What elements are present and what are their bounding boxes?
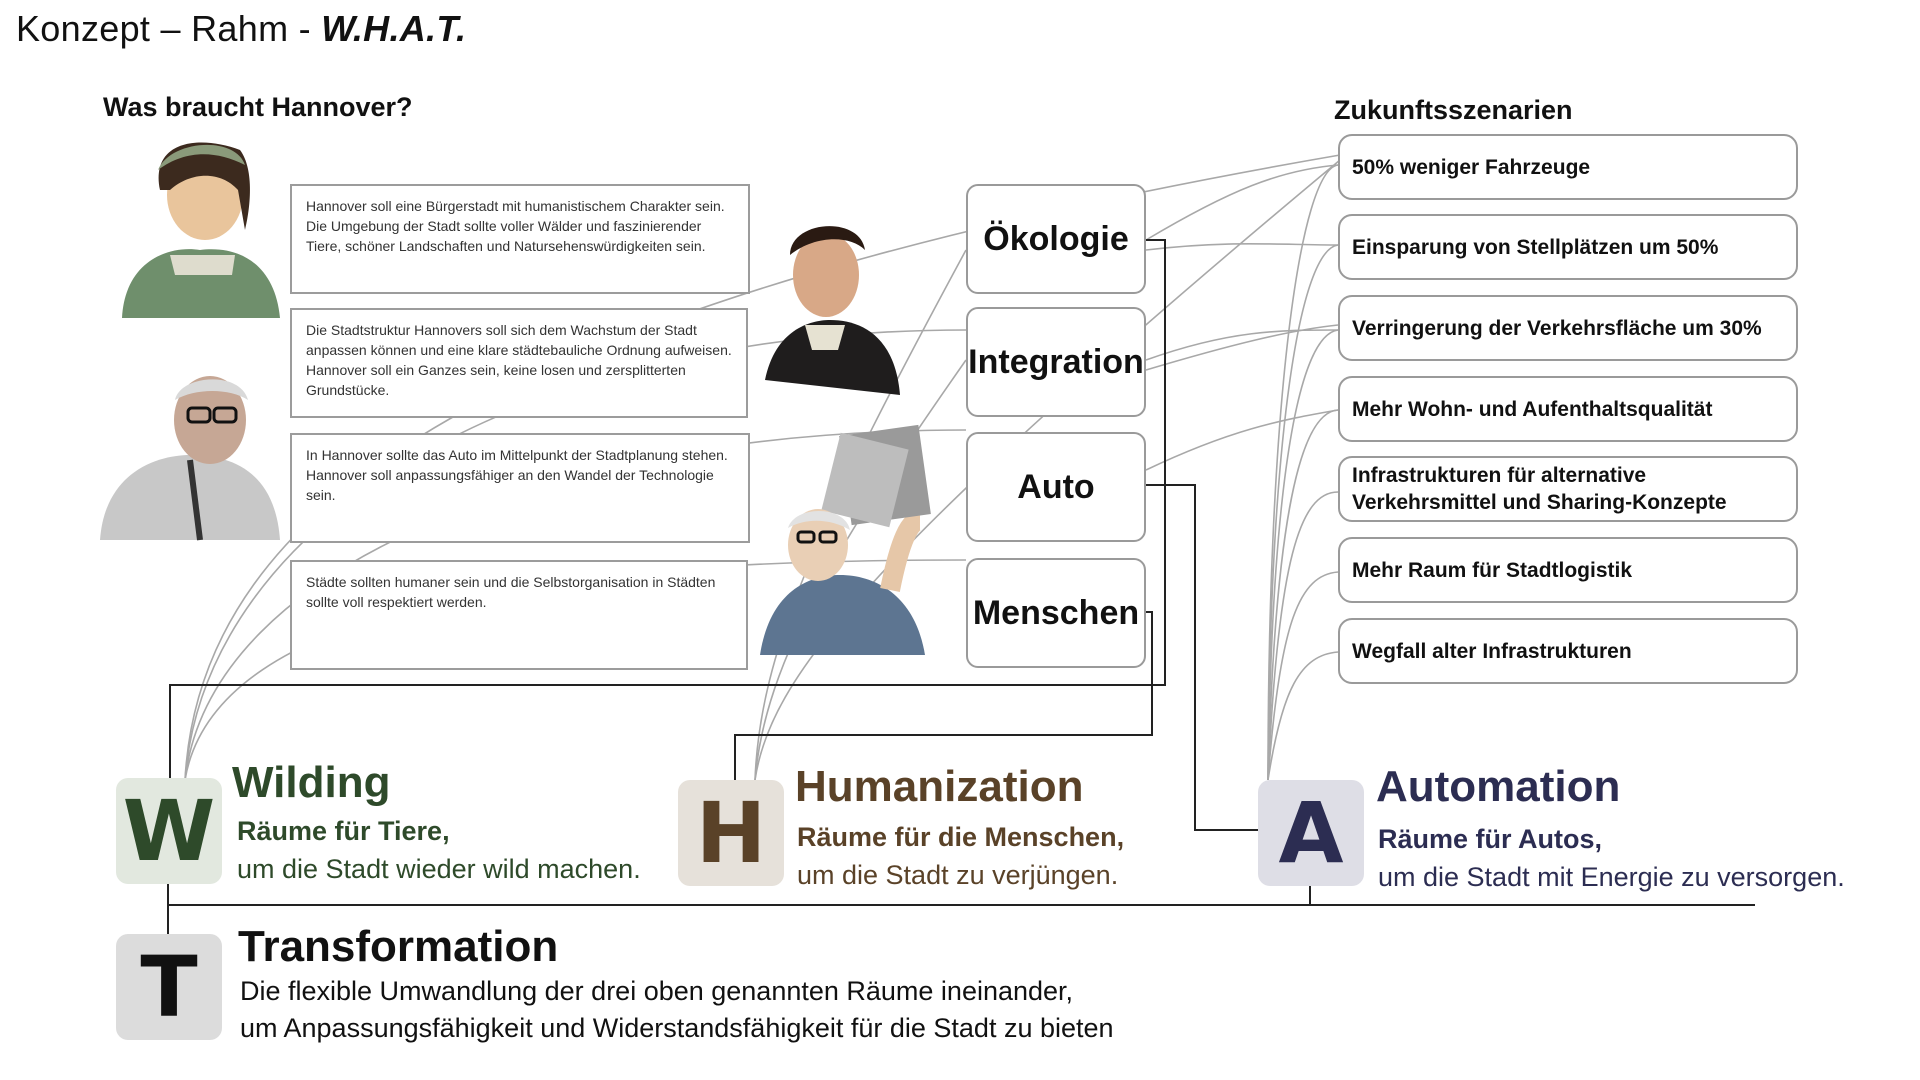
humanization-title: Humanization — [795, 762, 1084, 811]
category-menschen: Menschen — [966, 558, 1146, 668]
portrait-gentleman — [765, 226, 900, 395]
transformation-description-2: um Anpassungsfähigkeit und Widerstandsfä… — [240, 1013, 1114, 1043]
scenario-1: 50% weniger Fahrzeuge — [1338, 134, 1798, 200]
category-auto: Auto — [966, 432, 1146, 542]
scenario-4: Mehr Wohn- und Aufenthaltsqualität — [1338, 376, 1798, 442]
wilding-title: Wilding — [232, 758, 391, 807]
quote-box-3: In Hannover sollte das Auto im Mittelpun… — [290, 433, 750, 543]
automation-letter-tile: A — [1258, 780, 1364, 886]
portrait-renaissance — [122, 142, 280, 318]
right-heading: Zukunftsszenarien — [1334, 95, 1573, 125]
category-oekologie: Ökologie — [966, 184, 1146, 294]
automation-title: Automation — [1376, 762, 1621, 811]
quote-box-2: Die Stadtstruktur Hannovers soll sich de… — [290, 308, 748, 418]
wilding-subtitle: Räume für Tiere, — [237, 816, 450, 846]
humanization-description: um die Stadt zu verjüngen. — [797, 860, 1119, 890]
scenario-2: Einsparung von Stellplätzen um 50% — [1338, 214, 1798, 280]
transformation-letter-tile: T — [116, 934, 222, 1040]
portrait-elderly-woman — [760, 424, 931, 655]
humanization-letter-tile: H — [678, 780, 784, 886]
transformation-description-1: Die flexible Umwandlung der drei oben ge… — [240, 976, 1074, 1006]
quote-box-1: Hannover soll eine Bürgerstadt mit human… — [290, 184, 750, 294]
scenario-3: Verringerung der Verkehrsfläche um 30% — [1338, 295, 1798, 361]
automation-subtitle: Räume für Autos, — [1378, 824, 1603, 854]
left-heading: Was braucht Hannover? — [103, 92, 413, 122]
humanization-subtitle: Räume für die Menschen, — [797, 822, 1125, 852]
scenario-5: Infrastrukturen für alternative Verkehrs… — [1338, 456, 1798, 522]
portrait-elderly-man — [100, 376, 280, 541]
scenario-6: Mehr Raum für Stadtlogistik — [1338, 537, 1798, 603]
transformation-title: Transformation — [238, 922, 559, 971]
quote-box-4: Städte sollten humaner sein und die Selb… — [290, 560, 748, 670]
wilding-letter-tile: W — [116, 778, 222, 884]
category-integration: Integration — [966, 307, 1146, 417]
page-title: Konzept – Rahm - W.H.A.T. — [16, 8, 467, 49]
scenario-7: Wegfall alter Infrastrukturen — [1338, 618, 1798, 684]
automation-description: um die Stadt mit Energie zu versorgen. — [1378, 862, 1845, 892]
wilding-description: um die Stadt wieder wild machen. — [237, 854, 641, 884]
